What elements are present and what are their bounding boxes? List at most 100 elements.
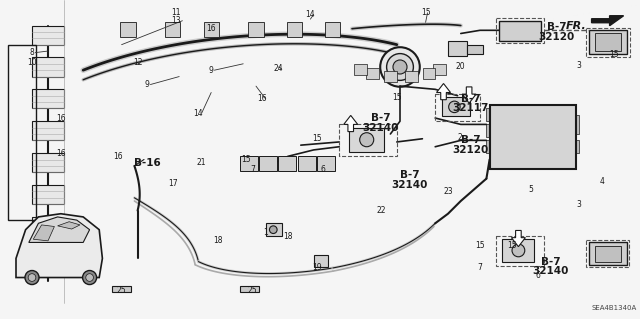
Bar <box>496 236 544 266</box>
Bar <box>496 18 544 43</box>
Bar <box>486 108 493 121</box>
Text: 17: 17 <box>168 179 178 188</box>
Text: 13: 13 <box>171 16 181 25</box>
Bar <box>404 70 417 82</box>
Circle shape <box>25 271 39 285</box>
Text: 15: 15 <box>475 241 485 250</box>
Bar <box>573 115 579 134</box>
Text: 11: 11 <box>172 8 180 17</box>
Text: 5: 5 <box>529 185 534 194</box>
Circle shape <box>387 54 413 80</box>
Bar <box>366 68 379 79</box>
Text: 16: 16 <box>257 94 268 103</box>
Circle shape <box>269 226 277 234</box>
Text: 16: 16 <box>113 152 124 161</box>
Circle shape <box>512 244 525 257</box>
Text: 18: 18 <box>284 232 292 241</box>
Text: 8: 8 <box>29 48 35 57</box>
Text: 15: 15 <box>609 50 620 59</box>
Polygon shape <box>344 115 358 132</box>
Bar <box>32 57 64 77</box>
Text: 20: 20 <box>456 63 466 71</box>
Text: 6: 6 <box>535 271 540 280</box>
Bar <box>355 64 367 75</box>
Text: B-7: B-7 <box>547 22 566 32</box>
Text: 25: 25 <box>248 286 258 295</box>
Bar <box>499 21 541 41</box>
Bar <box>287 22 302 37</box>
Circle shape <box>83 271 97 285</box>
Bar <box>32 121 64 140</box>
Bar <box>586 240 629 267</box>
Bar <box>8 45 36 220</box>
Polygon shape <box>591 16 623 26</box>
Bar <box>325 22 340 37</box>
Bar <box>467 45 483 54</box>
Text: 32140: 32140 <box>392 180 428 190</box>
Text: B-7: B-7 <box>461 94 480 104</box>
Bar <box>298 156 316 171</box>
Bar <box>240 156 258 171</box>
Circle shape <box>393 60 407 74</box>
Polygon shape <box>436 84 451 100</box>
Text: 21: 21 <box>197 158 206 167</box>
Text: B-7: B-7 <box>541 256 560 267</box>
Text: 9: 9 <box>209 66 214 75</box>
Bar <box>595 33 621 51</box>
Text: 18: 18 <box>213 236 222 245</box>
Text: 19: 19 <box>312 263 322 272</box>
Text: 32120: 32120 <box>452 145 488 155</box>
Text: 9: 9 <box>145 80 150 89</box>
Bar <box>502 239 534 262</box>
Text: 32120: 32120 <box>539 32 575 42</box>
Text: 3: 3 <box>577 61 582 70</box>
Text: 32140: 32140 <box>363 122 399 133</box>
Text: 7: 7 <box>250 165 255 174</box>
Text: 15: 15 <box>312 134 322 143</box>
Bar <box>433 64 446 75</box>
Bar <box>349 128 384 152</box>
Bar <box>314 255 328 267</box>
Text: 16: 16 <box>56 149 66 158</box>
Bar <box>240 286 259 292</box>
Polygon shape <box>33 225 54 241</box>
Bar <box>32 217 64 236</box>
Text: 7: 7 <box>477 263 483 272</box>
Bar <box>490 105 576 169</box>
Bar <box>486 140 493 153</box>
Polygon shape <box>58 222 80 229</box>
Text: 32117: 32117 <box>452 103 488 114</box>
Text: 15: 15 <box>507 241 517 250</box>
Text: 14: 14 <box>305 10 316 19</box>
Text: 15: 15 <box>420 8 431 17</box>
Polygon shape <box>511 230 525 247</box>
Bar <box>442 97 470 116</box>
Bar <box>266 223 282 236</box>
Text: 4: 4 <box>599 177 604 186</box>
Circle shape <box>86 274 93 281</box>
Bar <box>586 28 630 57</box>
Text: 15: 15 <box>392 93 402 102</box>
Bar <box>384 71 397 82</box>
Polygon shape <box>16 214 102 278</box>
Circle shape <box>360 133 374 147</box>
Bar <box>486 124 493 137</box>
Text: B-16: B-16 <box>134 158 161 168</box>
Bar <box>422 68 435 79</box>
Bar <box>573 140 579 153</box>
Text: FR.: FR. <box>566 21 587 31</box>
Text: 3: 3 <box>577 200 582 209</box>
Text: B-7: B-7 <box>371 113 390 123</box>
Text: 16: 16 <box>206 24 216 33</box>
Text: 32140: 32140 <box>532 266 568 276</box>
Polygon shape <box>29 217 90 242</box>
Text: 10: 10 <box>27 58 37 67</box>
Text: 6: 6 <box>321 165 326 174</box>
Bar <box>32 185 64 204</box>
Bar <box>248 22 264 37</box>
Bar <box>589 30 627 54</box>
Bar <box>112 286 131 292</box>
Circle shape <box>28 274 36 281</box>
Bar <box>448 41 467 56</box>
Text: B-7: B-7 <box>461 135 480 145</box>
